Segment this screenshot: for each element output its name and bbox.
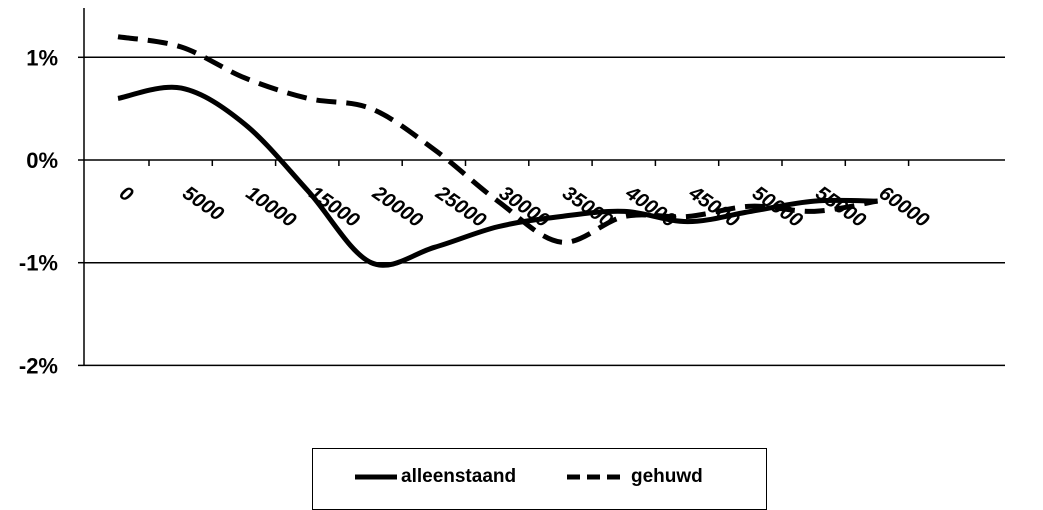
x-tick-label: 40000: [621, 182, 680, 233]
legend-item-alleenstaand: alleenstaand: [355, 466, 516, 488]
x-tick-label: 5000: [178, 182, 227, 226]
x-tick-label: 20000: [368, 182, 427, 233]
series-line-alleenstaand: [117, 84, 878, 268]
y-tick-label: 1%: [26, 45, 58, 70]
legend-label: gehuwd: [631, 466, 703, 487]
legend: alleenstaand gehuwd: [312, 448, 767, 510]
gridlines: [84, 56, 1005, 367]
y-tick-label: -2%: [19, 353, 58, 378]
series-lines: [117, 34, 879, 268]
axes: [78, 8, 910, 367]
x-tick-label: 0: [115, 182, 137, 206]
y-tick-label: -1%: [19, 251, 58, 276]
legend-dashed-line-icon: [567, 474, 627, 480]
y-tick-labels: 1% 0% -1% -2%: [19, 45, 58, 378]
legend-item-gehuwd: gehuwd: [567, 466, 703, 488]
x-tick-label: 60000: [875, 182, 933, 232]
line-chart: 1%0%-1%-2% 0 5000 10000 15000 20000 25000 3000…: [19, 8, 1005, 378]
legend-solid-line-icon: [355, 474, 397, 480]
x-tick-label: 10000: [242, 182, 300, 232]
legend-label: alleenstaand: [401, 466, 517, 487]
series-line-gehuwd: [117, 34, 879, 245]
y-tick-label: 0%: [26, 148, 58, 173]
